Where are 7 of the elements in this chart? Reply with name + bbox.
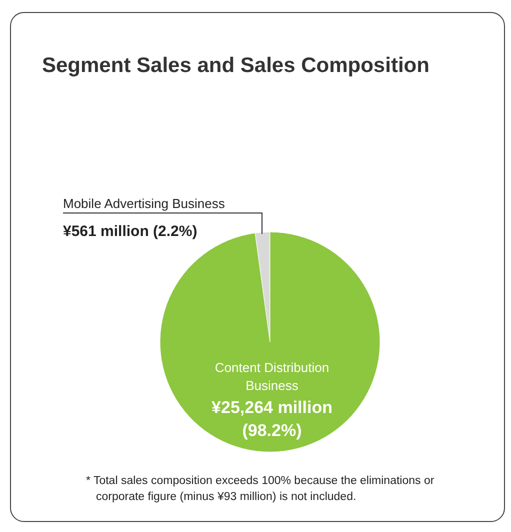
text: * Total sales composition exceeds 100% because the eliminations or corporate figure (minus ¥93 million) is not included. — [86, 475, 434, 503]
chart-title: Segment Sales and Sales Composition — [42, 54, 430, 77]
slice-label: Mobile Advertising Business — [63, 196, 226, 211]
data-label: ¥25,264 million — [212, 398, 332, 417]
text: ¥561 million (2.2%) — [63, 223, 198, 240]
slice-label: Content Distribution Business — [214, 360, 330, 393]
text: (98.2%) — [242, 421, 302, 440]
